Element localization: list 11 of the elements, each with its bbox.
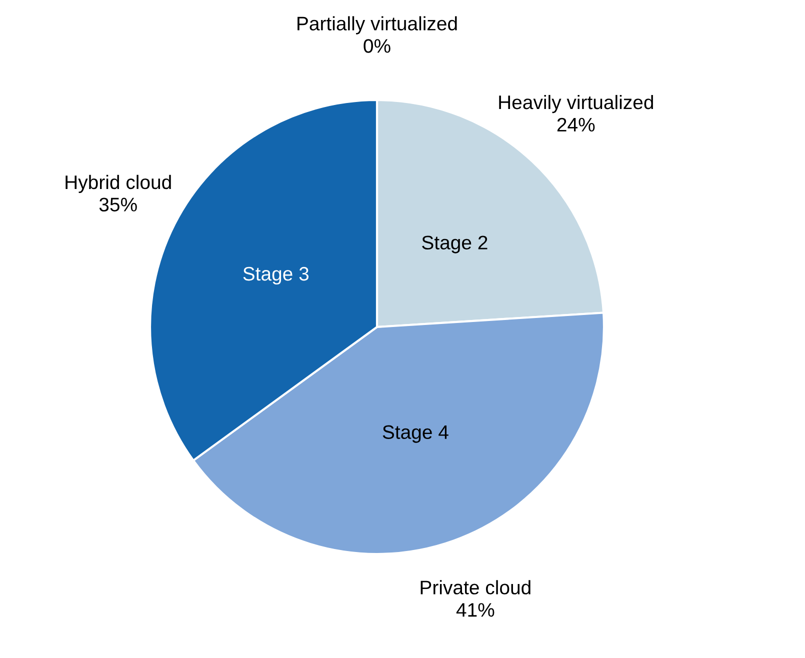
- data-label: 41%: [456, 603, 494, 617]
- slice-label: Private cloud: [420, 580, 530, 594]
- text: Stage 3: [243, 266, 309, 285]
- data-label: 24%: [557, 118, 595, 132]
- slice-label: Hybrid cloud: [66, 174, 171, 193]
- text: Stage 2: [422, 236, 488, 254]
- data-label: 35%: [99, 198, 137, 212]
- category-label: Partially virtualized: [298, 16, 457, 34]
- text: 0%: [364, 39, 390, 53]
- text: Stage 4: [382, 425, 448, 443]
- slice-label: Heavily virtualized: [499, 94, 653, 114]
